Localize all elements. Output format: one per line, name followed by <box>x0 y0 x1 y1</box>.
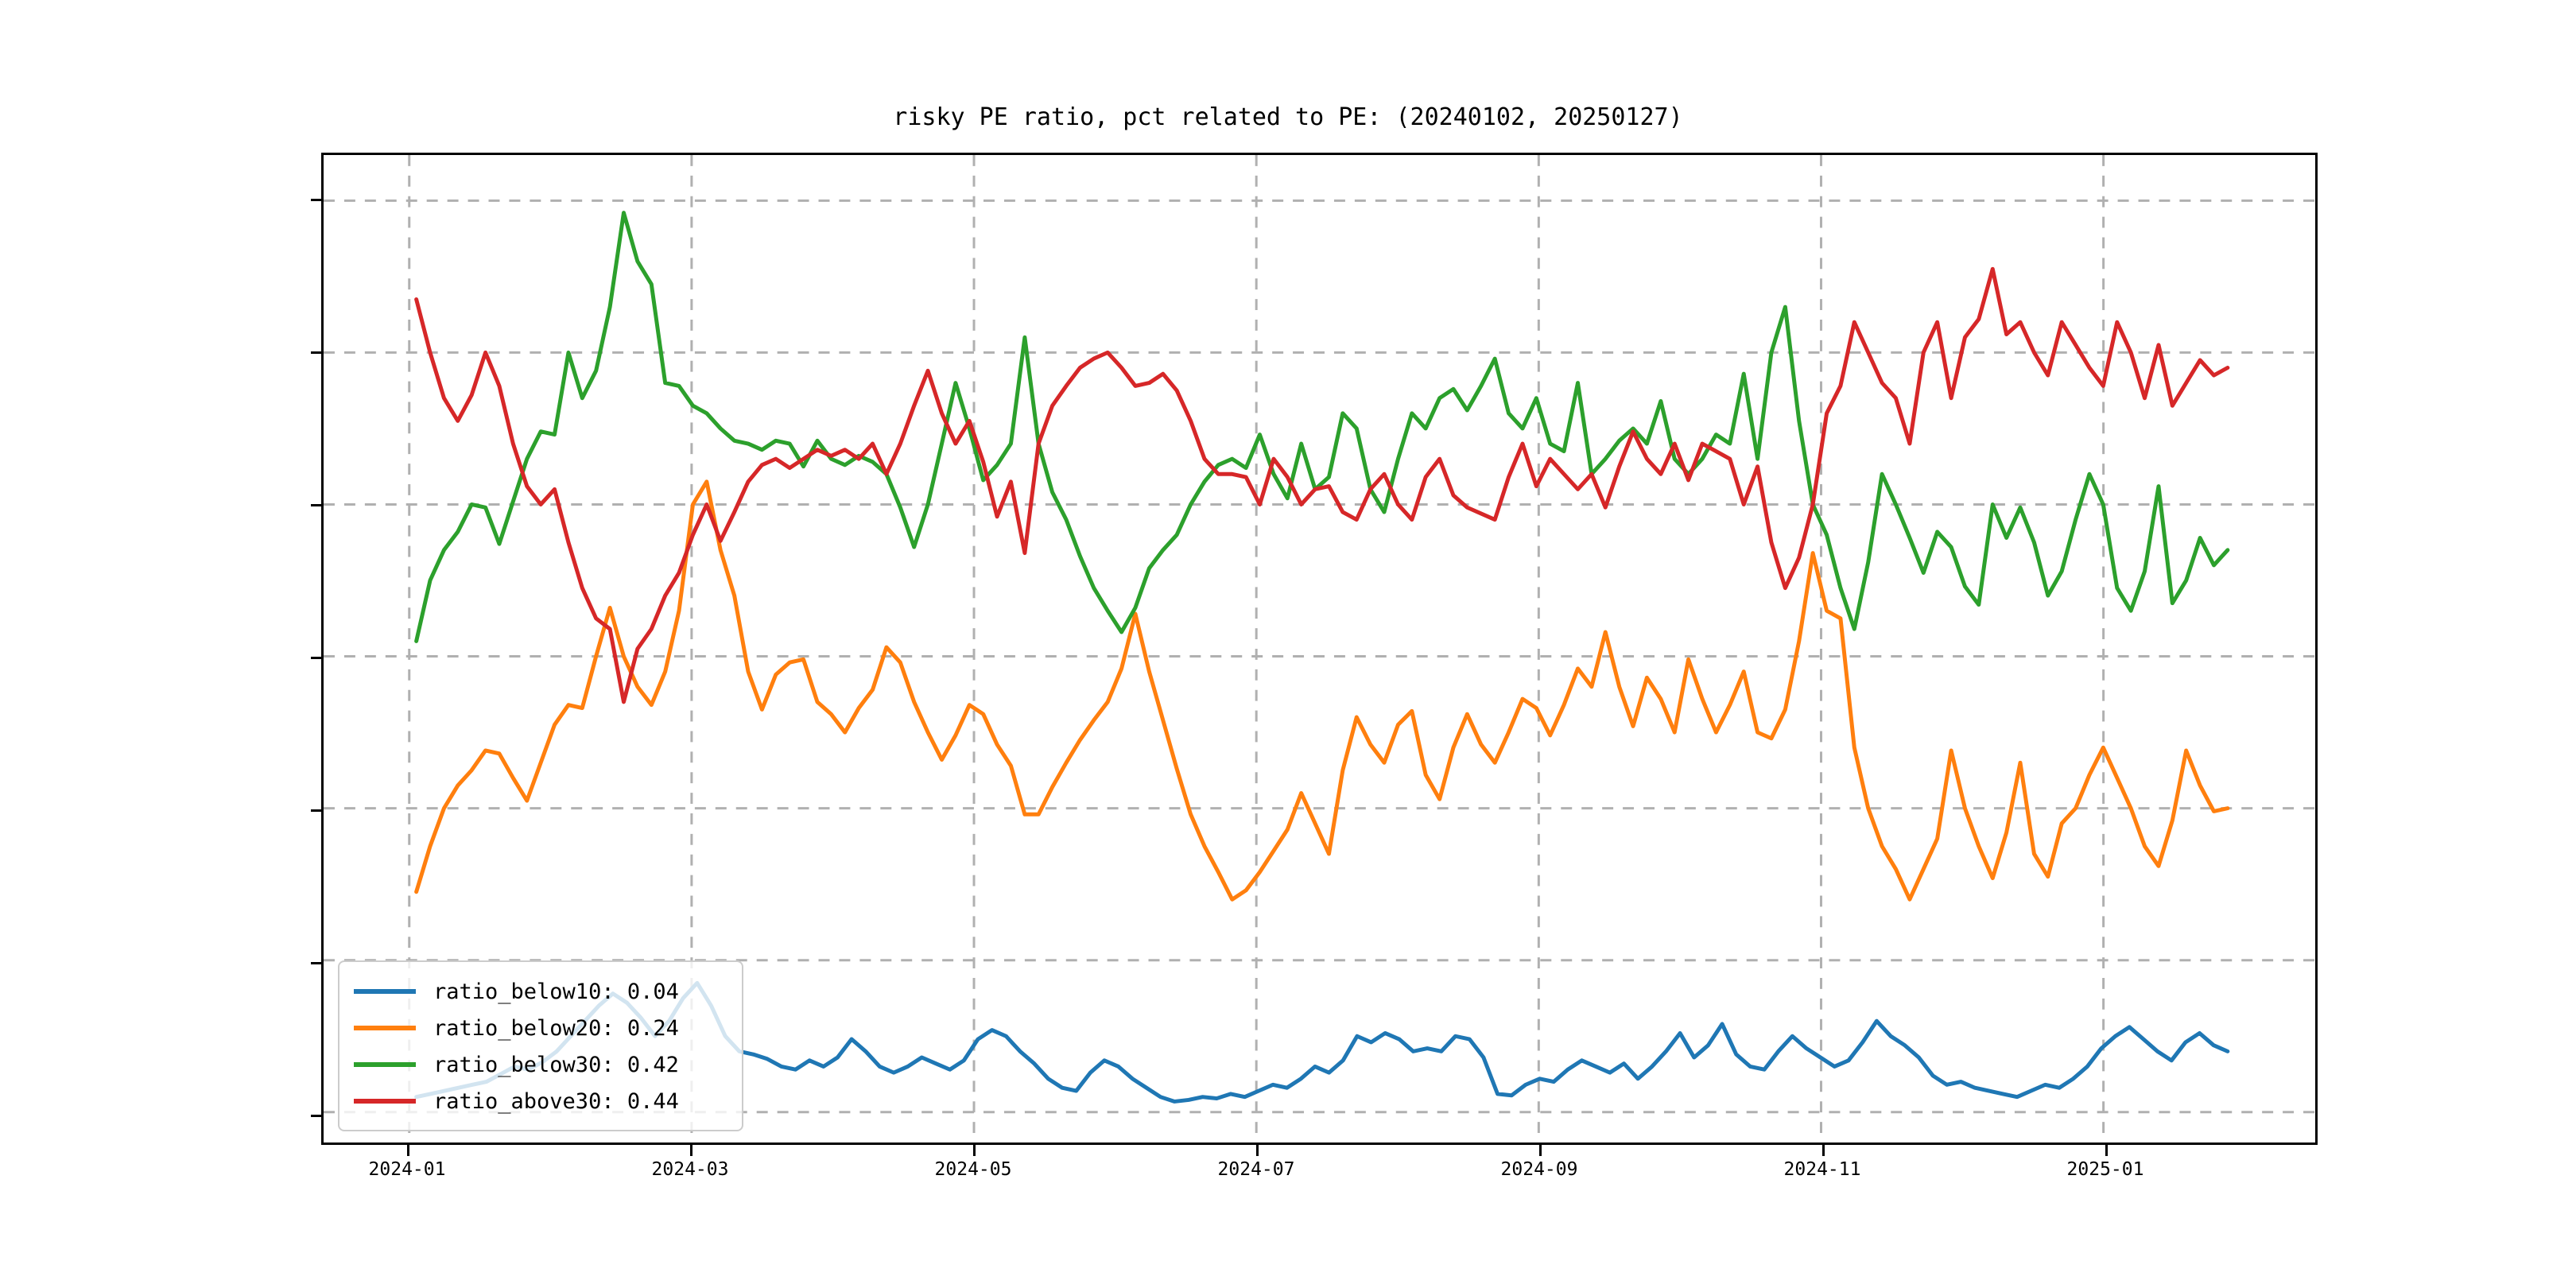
y-tick-mark <box>311 656 322 659</box>
legend-swatch-ratio_below20 <box>354 1026 416 1030</box>
y-tick-mark <box>311 1114 322 1117</box>
y-tick-mark <box>311 961 322 964</box>
x-tick-mark <box>1822 1145 1825 1156</box>
y-tick-mark <box>311 503 322 506</box>
legend-swatch-ratio_below30 <box>354 1062 416 1067</box>
x-tick-label: 2024-07 <box>1217 1159 1295 1180</box>
legend-label-ratio_below10: ratio_below10: 0.04 <box>433 979 679 1004</box>
x-tick-mark <box>1256 1145 1259 1156</box>
legend-item-ratio_above30[interactable]: ratio_above30: 0.44 <box>354 1083 727 1119</box>
x-tick-label: 2024-03 <box>651 1159 729 1180</box>
legend-item-ratio_below20[interactable]: ratio_below20: 0.24 <box>354 1010 727 1046</box>
y-tick-mark <box>311 809 322 812</box>
legend-label-ratio_below20: ratio_below20: 0.24 <box>433 1015 679 1041</box>
series-line-ratio_above30 <box>414 266 2230 704</box>
x-tick-mark <box>407 1145 409 1156</box>
x-tick-label: 2024-01 <box>368 1159 446 1180</box>
x-tick-mark <box>1539 1145 1542 1156</box>
plot-lines-svg <box>324 155 2315 1143</box>
y-tick-mark <box>311 198 322 201</box>
legend-swatch-ratio_above30 <box>354 1099 416 1104</box>
x-tick-label: 2024-09 <box>1500 1159 1578 1180</box>
legend: ratio_below10: 0.04 ratio_below20: 0.24 ra… <box>338 960 743 1131</box>
chart-title: risky PE ratio, pct related to PE: (2024… <box>893 103 1683 131</box>
legend-label-ratio_below30: ratio_below30: 0.42 <box>433 1052 679 1077</box>
x-tick-mark <box>973 1145 976 1156</box>
x-tick-label: 2024-05 <box>934 1159 1012 1180</box>
legend-swatch-ratio_below10 <box>354 989 416 994</box>
x-tick-mark <box>690 1145 692 1156</box>
x-tick-mark <box>2105 1145 2108 1156</box>
x-tick-label: 2025-01 <box>2066 1159 2144 1180</box>
x-tick-label: 2024-11 <box>1783 1159 1861 1180</box>
series-line-ratio_below30 <box>414 211 2230 643</box>
legend-item-ratio_below10[interactable]: ratio_below10: 0.04 <box>354 973 727 1010</box>
legend-label-ratio_above30: ratio_above30: 0.44 <box>433 1088 679 1114</box>
y-tick-mark <box>311 351 322 354</box>
legend-item-ratio_below30[interactable]: ratio_below30: 0.42 <box>354 1046 727 1083</box>
